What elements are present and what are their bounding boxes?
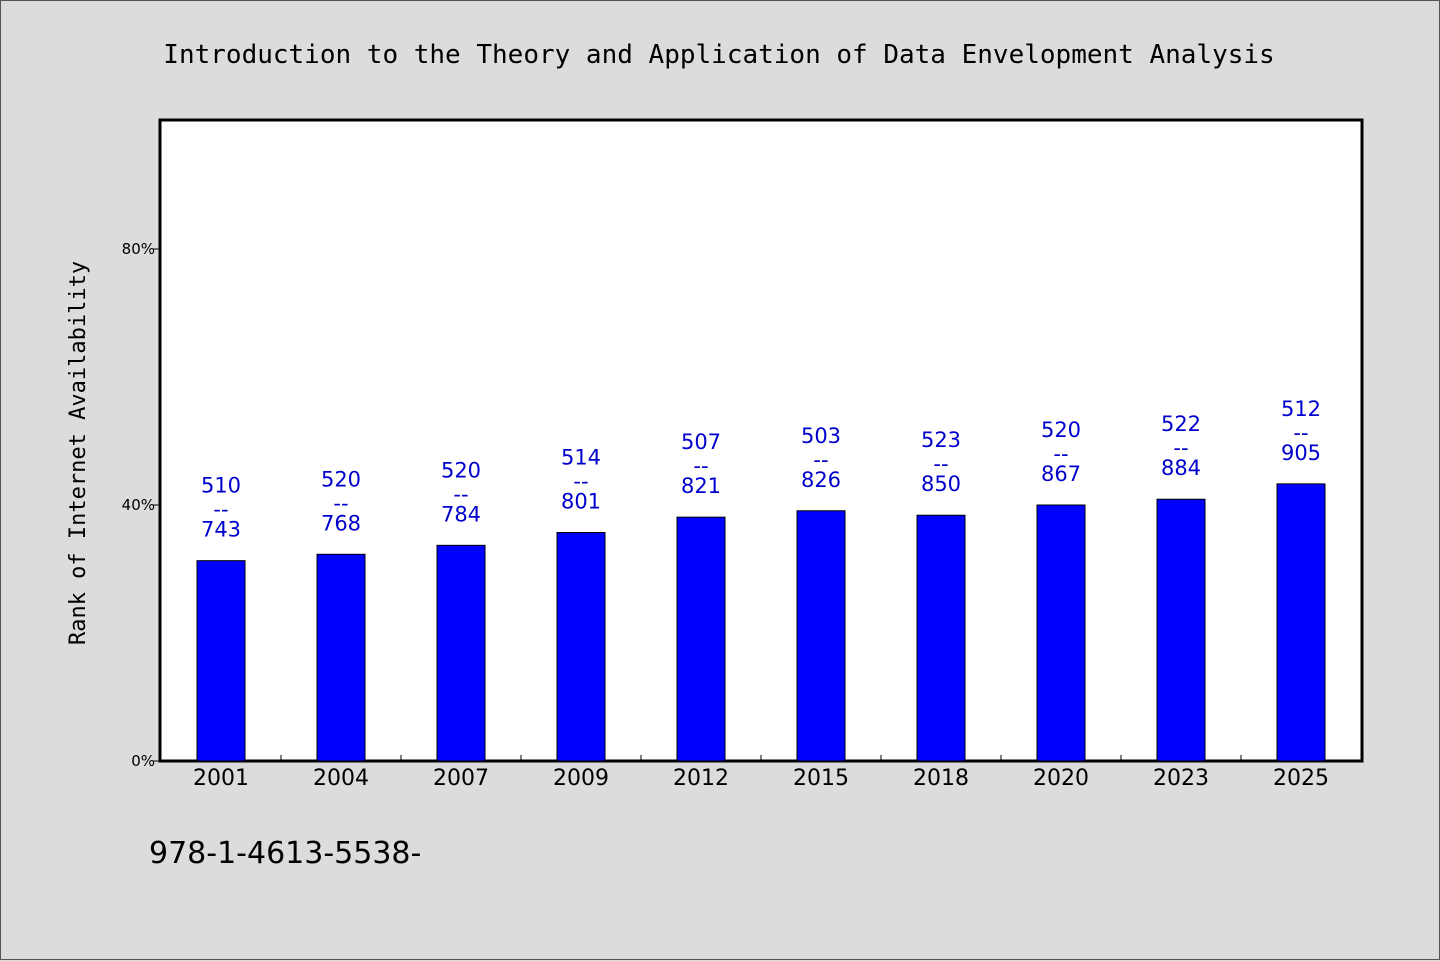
- bar-2004: [316, 553, 366, 762]
- data-label-mid: --: [1053, 442, 1068, 466]
- data-label-bottom: 867: [1041, 462, 1081, 486]
- bar-2023: [1156, 498, 1206, 762]
- data-label-mid: --: [693, 454, 708, 478]
- data-label-top: 510: [201, 474, 241, 498]
- data-label-bottom: 850: [921, 472, 961, 496]
- bar-2020: [1036, 504, 1086, 762]
- x-tick-label: 2020: [1033, 766, 1089, 791]
- bar-2018: [916, 514, 966, 762]
- data-label-top: 523: [921, 428, 961, 452]
- data-label-mid: --: [1173, 436, 1188, 460]
- bar-2025: [1276, 483, 1326, 762]
- data-label-mid: --: [453, 482, 468, 506]
- data-label-bottom: 801: [561, 490, 601, 514]
- data-label-top: 507: [681, 430, 721, 454]
- x-axis-tick-labels: 2001 2004 2007 2009 2012 2015 2018 2020 2023 2025: [193, 766, 1329, 791]
- data-label-bottom: 768: [321, 511, 361, 535]
- x-axis-ticks: [280, 755, 1242, 761]
- x-tick-label: 2004: [313, 766, 369, 791]
- y-axis-label: Rank of Internet Availability: [66, 261, 91, 645]
- bar-2009: [556, 532, 606, 762]
- x-tick-label: 2007: [433, 766, 489, 791]
- x-tick-label: 2025: [1273, 766, 1329, 791]
- y-tick-label: 0%: [131, 752, 155, 770]
- x-tick-label: 2015: [793, 766, 849, 791]
- data-label-bottom: 884: [1161, 456, 1201, 480]
- data-label-mid: --: [933, 452, 948, 476]
- data-labels: 743--510768--520784--520801--514821--507…: [201, 397, 1321, 542]
- bar-2015: [796, 510, 846, 762]
- data-label-mid: --: [813, 448, 828, 472]
- y-tick-label: 80%: [122, 240, 155, 258]
- bar-2012: [676, 516, 726, 762]
- x-tick-label: 2023: [1153, 766, 1209, 791]
- chart-title: Introduction to the Theory and Applicati…: [163, 40, 1274, 70]
- data-label-top: 503: [801, 424, 841, 448]
- footer-isbn-text: 978-1-4613-5538-: [149, 836, 421, 871]
- bar-2007: [436, 544, 486, 762]
- data-label-mid: --: [1293, 421, 1308, 445]
- data-label-mid: --: [333, 491, 348, 515]
- data-label-mid: --: [573, 470, 588, 494]
- bar-2001: [196, 560, 246, 762]
- data-label-bottom: 826: [801, 468, 841, 492]
- x-tick-label: 2009: [553, 766, 609, 791]
- data-label-top: 520: [1041, 418, 1081, 442]
- data-label-bottom: 743: [201, 518, 241, 542]
- data-label-top: 522: [1161, 412, 1201, 436]
- data-label-top: 512: [1281, 397, 1321, 421]
- y-tick-label: 40%: [122, 496, 155, 514]
- data-label-top: 520: [441, 458, 481, 482]
- x-tick-label: 2012: [673, 766, 729, 791]
- data-label-mid: --: [213, 498, 228, 522]
- bar-series: [196, 483, 1326, 762]
- x-tick-label: 2001: [193, 766, 249, 791]
- x-tick-label: 2018: [913, 766, 969, 791]
- data-label-bottom: 905: [1281, 441, 1321, 465]
- data-label-top: 514: [561, 446, 601, 470]
- data-label-bottom: 784: [441, 502, 481, 526]
- data-label-bottom: 821: [681, 474, 721, 498]
- data-label-top: 520: [321, 467, 361, 491]
- y-axis-ticks: 0% 40% 80%: [122, 240, 161, 770]
